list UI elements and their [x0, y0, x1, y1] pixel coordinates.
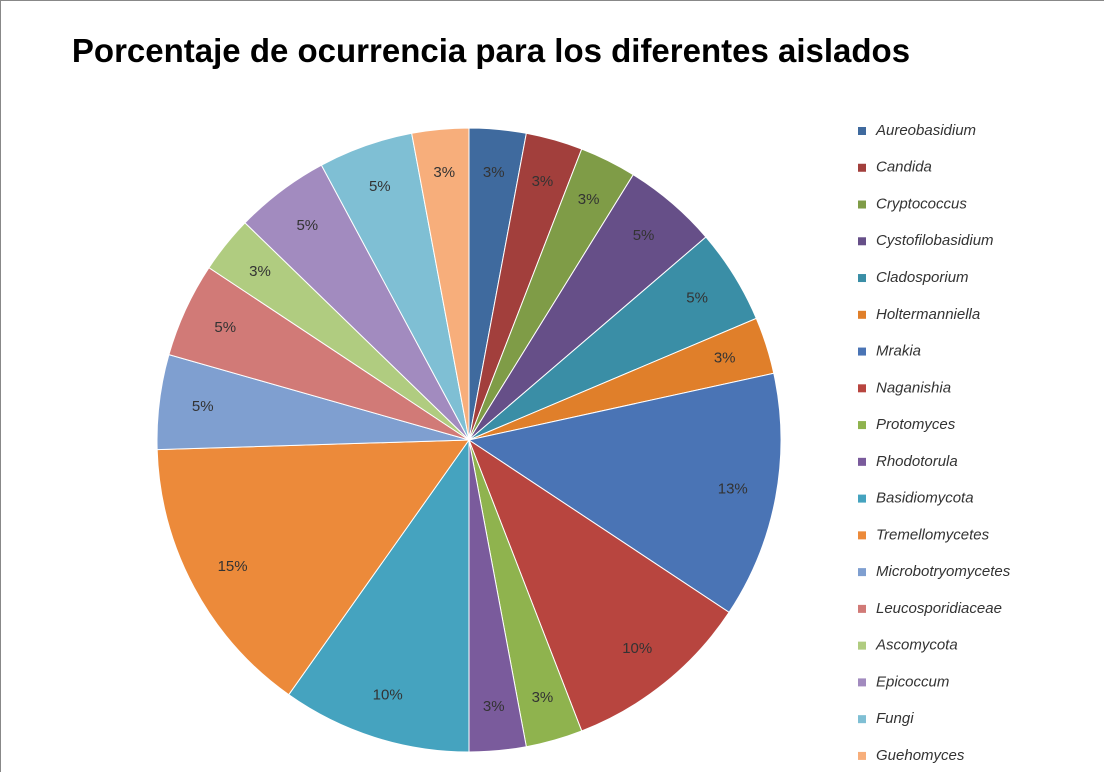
- legend-label: Guehomyces: [876, 747, 965, 764]
- data-label: 3%: [578, 191, 600, 208]
- legend-label: Holtermanniella: [876, 306, 980, 323]
- pie-slice: [467, 438, 730, 732]
- data-label: 5%: [192, 398, 214, 415]
- legend-swatch: [858, 568, 866, 577]
- legend-swatch: [858, 641, 866, 650]
- pie-slice: [467, 372, 782, 614]
- legend-swatch: [858, 384, 866, 393]
- data-label: 15%: [218, 558, 248, 575]
- data-label: 5%: [686, 290, 708, 307]
- legend-label: Ascomycota: [875, 637, 958, 654]
- legend-swatch: [858, 200, 866, 209]
- data-label: 3%: [483, 164, 505, 181]
- pie-slice: [411, 127, 470, 441]
- legend-swatch: [858, 310, 866, 319]
- data-label: 3%: [532, 689, 554, 706]
- legend-swatch: [858, 127, 866, 135]
- legend-label: Cladosporium: [876, 269, 969, 286]
- legend-swatch: [858, 751, 866, 760]
- legend-swatch: [858, 531, 866, 540]
- legend-label: Basidiomycota: [876, 490, 974, 507]
- legend-swatch: [858, 237, 866, 246]
- legend-swatch: [858, 274, 866, 283]
- legend-label: Fungi: [876, 710, 914, 727]
- pie-slice: [288, 438, 470, 753]
- data-label: 3%: [249, 263, 271, 280]
- data-label: 10%: [373, 687, 403, 704]
- legend-label: Rhodotorula: [876, 453, 958, 470]
- data-label: 3%: [714, 350, 736, 367]
- legend-label: Mrakia: [876, 343, 921, 360]
- legend-label: Naganishia: [876, 379, 951, 396]
- data-label: 3%: [483, 698, 505, 715]
- data-label: 5%: [369, 178, 391, 195]
- pie-slice: [156, 439, 470, 696]
- legend-label: Candida: [876, 159, 932, 176]
- legend-swatch: [858, 678, 866, 687]
- data-label: 3%: [532, 173, 554, 190]
- legend-label: Microbotryomycetes: [876, 563, 1011, 580]
- legend-swatch: [858, 715, 866, 724]
- data-label: 5%: [214, 319, 236, 336]
- legend-swatch: [858, 457, 866, 466]
- data-label: 5%: [296, 217, 318, 234]
- legend-swatch: [858, 421, 866, 430]
- legend-label: Cryptococcus: [876, 195, 967, 212]
- legend-swatch: [858, 163, 866, 172]
- data-label: 3%: [433, 164, 455, 181]
- legend-swatch: [858, 494, 866, 503]
- legend-label: Epicoccum: [876, 673, 949, 690]
- data-label: 10%: [622, 640, 652, 657]
- legend-swatch: [858, 347, 866, 356]
- legend-label: Cystofilobasidium: [876, 232, 994, 249]
- legend-label: Protomyces: [876, 416, 956, 433]
- legend-label: Leucosporidiaceae: [876, 600, 1002, 617]
- legend-swatch: [858, 604, 866, 613]
- data-label: 5%: [633, 227, 655, 244]
- legend-label: Aureobasidium: [875, 122, 976, 139]
- data-label: 13%: [718, 480, 748, 497]
- legend-label: Tremellomycetes: [876, 526, 990, 543]
- chart-title: Porcentaje de ocurrencia para los difere…: [71, 32, 911, 69]
